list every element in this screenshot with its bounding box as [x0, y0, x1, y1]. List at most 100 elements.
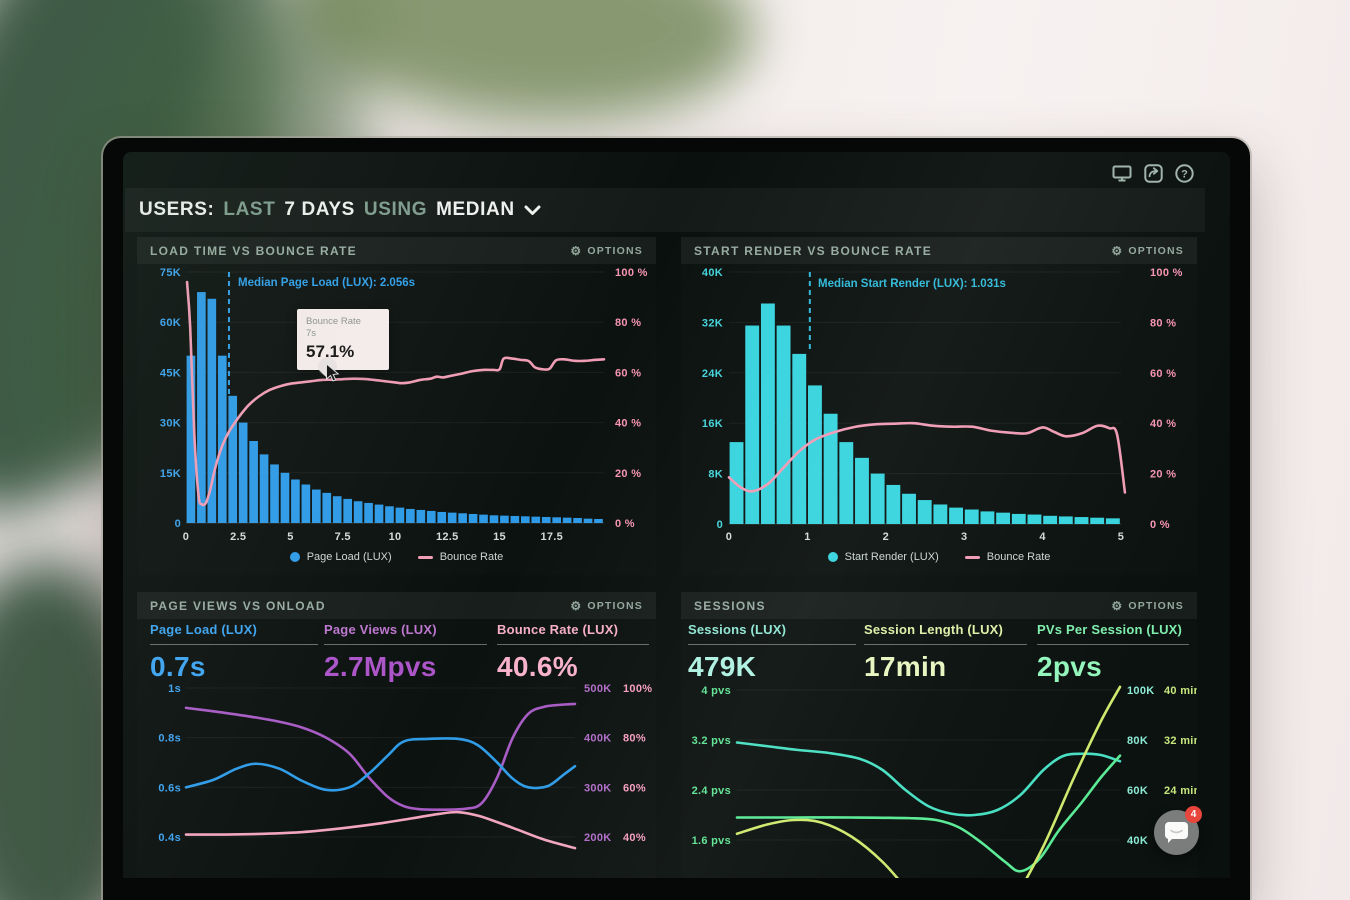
svg-text:100%: 100%	[623, 683, 652, 695]
svg-text:2.5: 2.5	[230, 531, 246, 543]
chat-bubble-icon	[1165, 822, 1188, 843]
svg-text:0 %: 0 %	[1150, 519, 1170, 531]
share-icon[interactable]	[1144, 164, 1163, 183]
svg-text:32 min: 32 min	[1164, 735, 1197, 747]
help-icon[interactable]: ?	[1175, 164, 1194, 183]
stat-page-load: Page Load (LUX) 0.7s	[150, 622, 318, 683]
stat-underline	[497, 644, 649, 645]
tooltip-subtitle: 7s	[306, 328, 317, 339]
svg-text:1s: 1s	[168, 683, 181, 695]
stat-session-length: Session Length (LUX) 17min	[864, 622, 1027, 683]
panel-start-render-vs-bounce-rate: START RENDER VS BOUNCE RATE ⚙ OPTIONS 40…	[681, 237, 1197, 575]
svg-text:100K: 100K	[1127, 685, 1155, 697]
load-time-histogram-chart[interactable]: 75K 100 % 60K 80 % 45K 60 % 30K 40 % 15K 20 % 0 0 %…	[137, 263, 656, 575]
chart-legend: Start Render (LUX) Bounce Rate	[681, 551, 1197, 563]
panel-title: LOAD TIME VS BOUNCE RATE	[150, 243, 357, 258]
panel-header: SESSIONS ⚙ OPTIONS	[681, 592, 1197, 619]
chat-widget-button[interactable]: 4	[1154, 806, 1202, 855]
stat-underline	[1037, 644, 1189, 645]
mouse-cursor-icon	[326, 363, 340, 382]
display-icon[interactable]	[1112, 165, 1132, 182]
stat-label: PVs Per Session (LUX)	[1037, 622, 1183, 637]
svg-text:0.8s: 0.8s	[158, 733, 181, 745]
gear-icon: ⚙	[1111, 243, 1124, 258]
panel-title: START RENDER VS BOUNCE RATE	[694, 243, 932, 258]
svg-text:32K: 32K	[702, 317, 723, 329]
legend-label: Bounce Rate	[439, 551, 504, 563]
options-button[interactable]: ⚙ OPTIONS	[1111, 600, 1184, 612]
svg-text:3.2 pvs: 3.2 pvs	[692, 735, 731, 747]
svg-text:100 %: 100 %	[615, 267, 648, 279]
svg-text:80 %: 80 %	[1150, 317, 1176, 329]
svg-text:0: 0	[726, 531, 732, 543]
gear-icon: ⚙	[1111, 598, 1124, 613]
legend-item-start-render[interactable]: Start Render (LUX)	[827, 551, 939, 563]
panel-header: LOAD TIME VS BOUNCE RATE ⚙ OPTIONS	[137, 237, 656, 264]
title-last: LAST	[223, 199, 276, 220]
chart-legend: Page Load (LUX) Bounce Rate	[137, 551, 656, 563]
stat-value: 2.7Mpvs	[324, 651, 437, 682]
legend-dot-icon	[289, 552, 300, 562]
svg-text:12.5: 12.5	[436, 531, 459, 543]
svg-text:0: 0	[183, 531, 189, 543]
svg-text:17.5: 17.5	[540, 531, 563, 543]
options-button[interactable]: ⚙ OPTIONS	[1111, 245, 1184, 257]
svg-text:5: 5	[1118, 531, 1124, 543]
svg-text:40%: 40%	[623, 832, 646, 844]
stat-label: Bounce Rate (LUX)	[497, 622, 619, 637]
notification-badge: 4	[1185, 806, 1202, 823]
legend-item-page-load[interactable]: Page Load (LUX)	[289, 551, 392, 563]
title-median: MEDIAN	[436, 199, 515, 220]
laptop: USERS: LAST 7 DAYS USING MEDIAN	[103, 138, 1250, 900]
stat-bounce-rate: Bounce Rate (LUX) 40.6%	[497, 622, 649, 683]
svg-text:100 %: 100 %	[1150, 267, 1183, 279]
legend-item-bounce-rate[interactable]: Bounce Rate	[964, 551, 1050, 563]
sessions-line-chart[interactable]: 4 pvs 100K 40 min 3.2 pvs 80K 32 min 2.4 pvs 60…	[681, 655, 1197, 878]
svg-text:300K: 300K	[584, 782, 612, 794]
stat-underline	[688, 644, 856, 645]
svg-text:2.4 pvs: 2.4 pvs	[692, 785, 731, 797]
stat-value: 2pvs	[1037, 651, 1103, 682]
svg-text:80 %: 80 %	[615, 317, 641, 329]
median-start-render-annotation: Median Start Render (LUX): 1.031s	[818, 278, 1006, 290]
svg-text:60 %: 60 %	[1150, 368, 1176, 380]
svg-text:60K: 60K	[1127, 785, 1148, 797]
legend-label: Start Render (LUX)	[844, 551, 939, 563]
options-label: OPTIONS	[587, 244, 643, 257]
svg-text:40 %: 40 %	[1150, 418, 1176, 430]
svg-text:1.6 pvs: 1.6 pvs	[692, 835, 731, 847]
options-button[interactable]: ⚙ OPTIONS	[570, 600, 643, 612]
stat-underline	[864, 644, 1027, 645]
stat-underline	[324, 644, 487, 645]
options-button[interactable]: ⚙ OPTIONS	[570, 245, 643, 257]
svg-text:8K: 8K	[708, 469, 723, 481]
legend-item-bounce-rate[interactable]: Bounce Rate	[417, 551, 504, 563]
svg-text:40 %: 40 %	[615, 418, 641, 430]
timeframe-selector[interactable]: USERS: LAST 7 DAYS USING MEDIAN	[139, 199, 541, 221]
panel-load-time-vs-bounce-rate: LOAD TIME VS BOUNCE RATE ⚙ OPTIONS 75K 10…	[137, 237, 656, 575]
svg-text:80K: 80K	[1127, 735, 1148, 747]
svg-text:0.4s: 0.4s	[158, 832, 181, 844]
svg-text:3: 3	[961, 531, 967, 543]
stat-label: Page Load (LUX)	[150, 622, 258, 637]
stat-pvs-per-session: PVs Per Session (LUX) 2pvs	[1037, 622, 1189, 683]
svg-text:7.5: 7.5	[335, 531, 351, 543]
tooltip-value: 57.1%	[306, 342, 355, 361]
svg-text:40K: 40K	[702, 267, 723, 279]
gear-icon: ⚙	[570, 598, 583, 613]
legend-line-icon	[417, 555, 433, 559]
legend-dot-icon	[827, 552, 838, 562]
svg-text:20 %: 20 %	[1150, 469, 1176, 481]
svg-text:30K: 30K	[160, 418, 181, 430]
svg-text:5: 5	[287, 531, 293, 543]
svg-text:?: ?	[1181, 168, 1188, 180]
stat-value: 0.7s	[150, 651, 206, 682]
svg-text:500K: 500K	[584, 683, 612, 695]
options-label: OPTIONS	[1128, 599, 1184, 612]
options-label: OPTIONS	[1128, 244, 1184, 257]
title-7days: 7 DAYS	[284, 199, 355, 220]
start-render-histogram-chart[interactable]: 40K 100 % 32K 80 % 24K 60 % 16K 40 % 8K 20 % 0 0 % 0…	[681, 263, 1197, 575]
page-views-line-chart[interactable]: 1s 500K 100% 0.8s 400K 80% 0.6s 300K 60% 0.4s 200K…	[137, 655, 656, 878]
svg-text:15: 15	[493, 531, 506, 543]
